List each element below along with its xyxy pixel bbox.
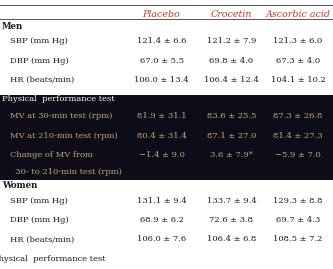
Text: 72.6 ± 3.8: 72.6 ± 3.8	[209, 216, 253, 224]
Text: Change of MV from: Change of MV from	[10, 151, 93, 159]
Text: Placebo: Placebo	[143, 10, 180, 19]
Text: 68.9 ± 6.2: 68.9 ± 6.2	[140, 216, 183, 224]
Text: 67.0 ± 5.5: 67.0 ± 5.5	[140, 57, 183, 65]
Text: 129.3 ± 8.8: 129.3 ± 8.8	[273, 197, 323, 205]
Text: 69.8 ± 4.0: 69.8 ± 4.0	[209, 57, 253, 65]
Text: 87.1 ± 27.0: 87.1 ± 27.0	[207, 132, 256, 140]
Text: DBP (mm Hg): DBP (mm Hg)	[10, 216, 69, 224]
Text: DBP (mm Hg): DBP (mm Hg)	[10, 57, 69, 65]
Text: −1.4 ± 9.0: −1.4 ± 9.0	[139, 151, 184, 159]
Bar	[0, 95, 333, 112]
Text: 108.5 ± 7.2: 108.5 ± 7.2	[273, 235, 323, 243]
Text: 81.9 ± 31.1: 81.9 ± 31.1	[137, 112, 186, 121]
Text: Physical  performance test: Physical performance test	[2, 95, 114, 103]
Text: 121.4 ± 6.6: 121.4 ± 6.6	[137, 37, 186, 45]
Bar	[0, 150, 333, 180]
Text: 106.0 ± 13.4: 106.0 ± 13.4	[134, 76, 189, 84]
Text: 121.2 ± 7.9: 121.2 ± 7.9	[207, 37, 256, 45]
Text: 133.7 ± 9.4: 133.7 ± 9.4	[206, 197, 256, 205]
Text: 81.4 ± 27.3: 81.4 ± 27.3	[273, 132, 323, 140]
Text: 121.3 ± 6.0: 121.3 ± 6.0	[273, 37, 323, 45]
Text: 106.0 ± 7.6: 106.0 ± 7.6	[137, 235, 186, 243]
Text: 30- to 210-min test (rpm): 30- to 210-min test (rpm)	[10, 168, 122, 176]
Text: 83.6 ± 25.5: 83.6 ± 25.5	[207, 112, 256, 121]
Text: 3.6 ± 7.9*: 3.6 ± 7.9*	[210, 151, 253, 159]
Text: 106.4 ± 6.8: 106.4 ± 6.8	[207, 235, 256, 243]
Text: 67.3 ± 4.0: 67.3 ± 4.0	[276, 57, 320, 65]
Text: Ascorbic acid: Ascorbic acid	[265, 10, 331, 19]
Text: 104.1 ± 10.2: 104.1 ± 10.2	[271, 76, 325, 84]
Text: 87.3 ± 26.8: 87.3 ± 26.8	[273, 112, 323, 121]
Text: Crocetin: Crocetin	[211, 10, 252, 19]
Text: Men: Men	[2, 22, 23, 30]
Text: SBP (mm Hg): SBP (mm Hg)	[10, 197, 68, 205]
Text: MV at 210-min test (rpm): MV at 210-min test (rpm)	[10, 132, 118, 140]
Text: MV at 30-min test (rpm): MV at 30-min test (rpm)	[10, 112, 112, 121]
Text: 131.1 ± 9.4: 131.1 ± 9.4	[137, 197, 186, 205]
Text: HR (beats/min): HR (beats/min)	[10, 235, 74, 243]
Text: 106.4 ± 12.4: 106.4 ± 12.4	[204, 76, 259, 84]
Text: Women: Women	[2, 181, 37, 190]
Text: SBP (mm Hg): SBP (mm Hg)	[10, 37, 68, 45]
Text: −5.9 ± 7.0: −5.9 ± 7.0	[275, 151, 321, 159]
Bar	[0, 112, 333, 131]
Text: 69.7 ± 4.3: 69.7 ± 4.3	[276, 216, 320, 224]
Bar	[0, 131, 333, 150]
Text: Physical  performance test: Physical performance test	[0, 255, 106, 263]
Text: 80.4 ± 31.4: 80.4 ± 31.4	[137, 132, 186, 140]
Text: HR (beats/min): HR (beats/min)	[10, 76, 74, 84]
